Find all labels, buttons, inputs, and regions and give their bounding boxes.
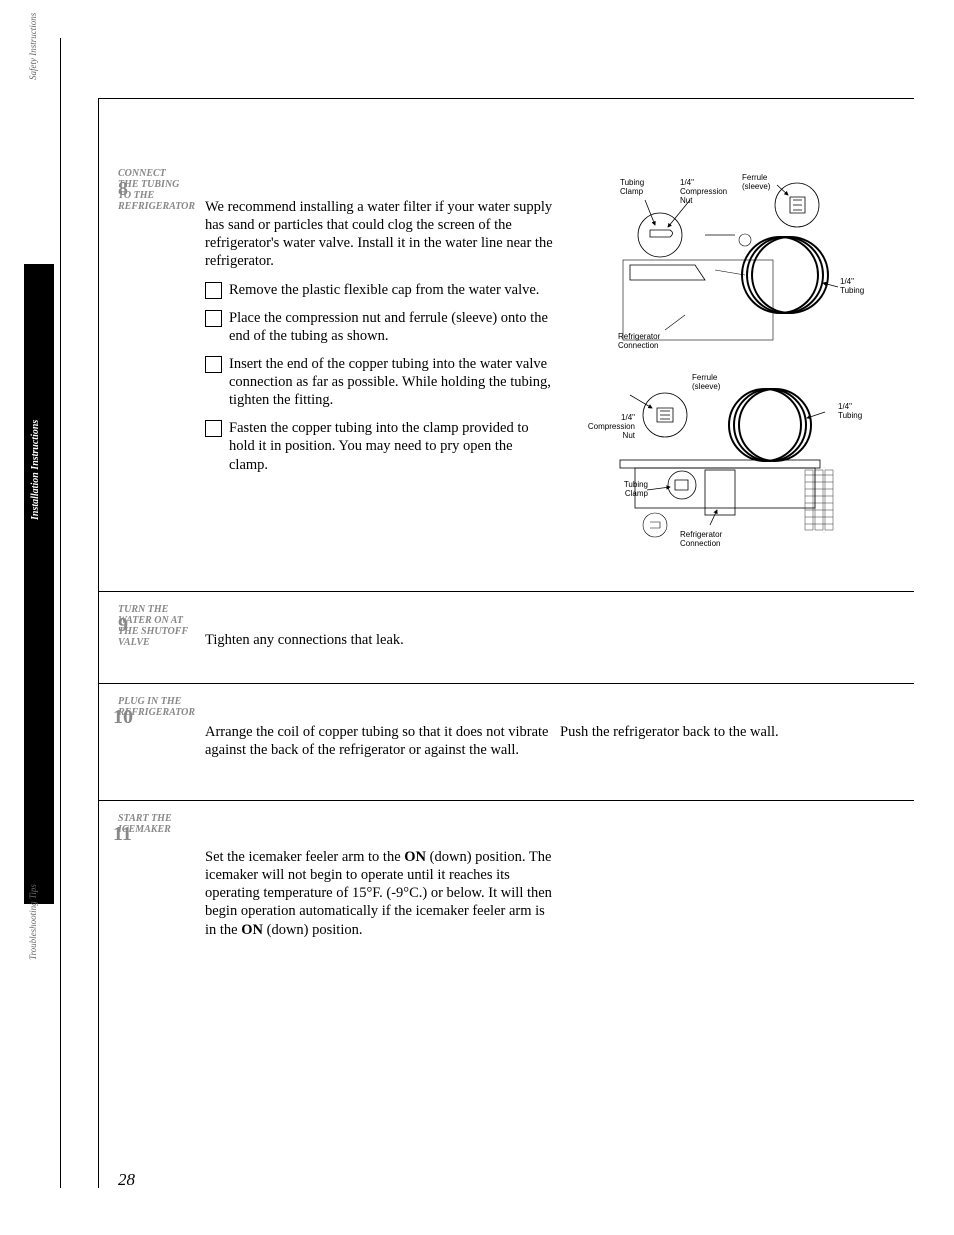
icemaker-on-2: ON — [241, 922, 266, 938]
section-heading-connect: CONNECT THE TUBING TO THE REFRIGERATOR — [118, 168, 188, 212]
section-plugin-left: Arrange the coil of copper tubing so tha… — [205, 723, 555, 759]
horizontal-rule-2 — [98, 683, 914, 684]
diagram-label-ferrule: Ferrule (sleeve) — [742, 173, 792, 191]
section-connect-body: We recommend installing a water filter i… — [205, 198, 555, 474]
connect-step-1: Remove the plastic flexible cap from the… — [205, 281, 555, 299]
checkbox-icon — [205, 310, 222, 327]
vertical-rule-left — [60, 38, 61, 1188]
connect-intro: We recommend installing a water filter i… — [205, 198, 555, 271]
connect-step-1-text: Remove the plastic flexible cap from the… — [229, 281, 555, 299]
sidebar-label-installation: Installation Instructions — [30, 420, 41, 520]
section-heading-icemaker: START THE ICEMAKER — [118, 813, 188, 835]
diagram-label-refrig-conn: Refrigerator Connection — [618, 332, 678, 350]
sidebar-black-band — [24, 264, 54, 904]
section-icemaker-body: Set the icemaker feeler arm to the ON (d… — [205, 848, 555, 939]
diagram-label-compression-nut-b: 1/4" Compression Nut — [580, 413, 635, 440]
section-plugin-right: Push the refrigerator back to the wall. — [560, 723, 910, 741]
plugin-left-text: Arrange the coil of copper tubing so tha… — [205, 723, 555, 759]
turnon-text: Tighten any connections that leak. — [205, 631, 555, 649]
plugin-right-text: Push the refrigerator back to the wall. — [560, 723, 910, 741]
diagram-label-ferrule-b: Ferrule (sleeve) — [692, 373, 737, 391]
section-heading-plugin: PLUG IN THE REFRIGERATOR — [118, 696, 198, 718]
page: Safety Instructions Installation Instruc… — [0, 0, 954, 1235]
horizontal-rule-top — [98, 98, 914, 99]
icemaker-text-post: (down) position. — [267, 922, 363, 938]
connect-step-4: Fasten the copper tubing into the clamp … — [205, 419, 555, 473]
checkbox-icon — [205, 420, 222, 437]
diagram-label-tubing-clamp: Tubing Clamp — [620, 178, 660, 196]
checkbox-icon — [205, 356, 222, 373]
section-heading-turnon: TURN THE WATER ON AT THE SHUTOFF VALVE — [118, 604, 198, 648]
diagram-label-tubing-clamp-b: Tubing Clamp — [608, 480, 648, 498]
diagram-label-quarter-nut: 1/4" Compression Nut — [680, 178, 735, 205]
sidebar-label-troubleshooting: Troubleshooting Tips — [28, 884, 38, 960]
section-turnon-body: Tighten any connections that leak. — [205, 631, 555, 649]
connect-step-3-text: Insert the end of the copper tubing into… — [229, 355, 555, 409]
vertical-rule-right — [98, 98, 99, 1188]
diagram-label-tubing-b: 1/4" Tubing — [838, 402, 878, 420]
icemaker-text-pre: Set the icemaker feeler arm to the — [205, 849, 404, 865]
connect-step-2-text: Place the compression nut and ferrule (s… — [229, 309, 555, 345]
connect-step-3: Insert the end of the copper tubing into… — [205, 355, 555, 409]
checkbox-icon — [205, 282, 222, 299]
icemaker-text: Set the icemaker feeler arm to the ON (d… — [205, 848, 555, 939]
horizontal-rule-3 — [98, 800, 914, 801]
connect-step-4-text: Fasten the copper tubing into the clamp … — [229, 419, 555, 473]
page-number: 28 — [118, 1170, 135, 1190]
diagram-label-refrig-conn-b: Refrigerator Connection — [680, 530, 735, 548]
icemaker-on-1: ON — [404, 849, 426, 865]
sidebar-label-safety: Safety Instructions — [28, 13, 38, 80]
horizontal-rule-1 — [98, 591, 914, 592]
diagram-label-tubing: 1/4" Tubing — [840, 277, 880, 295]
connect-step-2: Place the compression nut and ferrule (s… — [205, 309, 555, 345]
